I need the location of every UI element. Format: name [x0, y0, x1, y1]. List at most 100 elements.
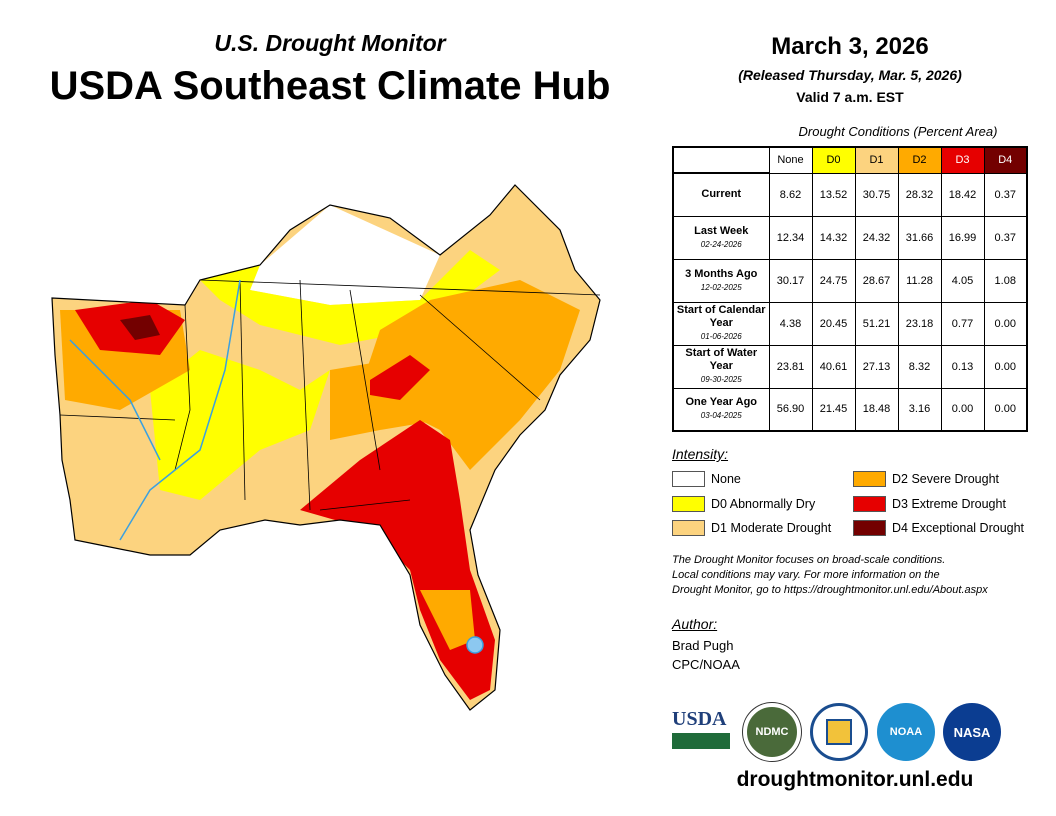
row-label-text: Start of Calendar Year [676, 304, 766, 329]
table-caption: Drought Conditions (Percent Area) [798, 124, 998, 139]
legend-none: None [672, 471, 741, 487]
cell-value: 12.34 [768, 215, 813, 260]
cell-value: 0.00 [940, 387, 985, 432]
col-d3: D3 [940, 146, 985, 174]
commerce-seal-icon [810, 703, 868, 761]
cell-value: 8.62 [768, 172, 813, 217]
note-line: Drought Monitor, go to https://droughtmo… [672, 584, 988, 596]
region-outline [51, 184, 601, 711]
swatch [672, 471, 705, 487]
nasa-logo: NASA [943, 703, 1001, 761]
map-date: March 3, 2026 [771, 33, 929, 60]
cell-value: 28.32 [897, 172, 942, 217]
cell-value: 23.18 [897, 301, 942, 346]
cell-value: 18.42 [940, 172, 985, 217]
d2-area [420, 590, 475, 650]
author-heading: Author: [672, 616, 718, 632]
table-row: Current 8.62 13.52 30.75 28.32 18.42 0.37 [672, 172, 1028, 217]
row-label-text: Start of Water Year [685, 347, 758, 372]
row-date: 12-02-2025 [700, 282, 742, 292]
swatch [672, 496, 705, 512]
rivers [69, 279, 484, 654]
swatch [853, 496, 886, 512]
cell-value: 24.75 [811, 258, 856, 303]
col-d4: D4 [983, 146, 1028, 174]
seal-shield [826, 719, 852, 745]
cell-value: 56.90 [768, 387, 813, 432]
cell-value: 4.38 [768, 301, 813, 346]
none-area [250, 205, 440, 305]
row-date: 03-04-2025 [700, 411, 742, 421]
website-link[interactable]: droughtmonitor.unl.edu [736, 768, 974, 791]
col-d0: D0 [811, 146, 856, 174]
cell-value: 31.66 [897, 215, 942, 260]
legend-heading: Intensity: [672, 446, 729, 462]
cell-value: 14.32 [811, 215, 856, 260]
cell-value: 40.61 [811, 344, 856, 389]
legend-label: D2 Severe Drought [892, 472, 1000, 486]
row-label-text: 3 Months Ago [685, 267, 758, 280]
row-label: Start of Water Year 09-30-2025 [672, 344, 770, 389]
cell-value: 20.45 [811, 301, 856, 346]
swatch [672, 520, 705, 536]
cell-value: 16.99 [940, 215, 985, 260]
swatch [853, 471, 886, 487]
cell-value: 0.00 [983, 344, 1028, 389]
cell-value: 3.16 [897, 387, 942, 432]
table-corner [673, 147, 769, 174]
legend-label: D4 Exceptional Drought [892, 521, 1025, 535]
row-label-text: Current [701, 188, 742, 201]
disclaimer-note: The Drought Monitor focuses on broad-sca… [672, 553, 1052, 598]
usda-logo: USDA [672, 708, 730, 753]
cell-value: 0.37 [983, 215, 1028, 260]
cell-value: 1.08 [983, 258, 1028, 303]
table-row: Last Week 02-24-2026 12.34 14.32 24.32 31.66 1… [672, 215, 1028, 260]
cell-value: 0.13 [940, 344, 985, 389]
usda-logo-band [672, 733, 730, 749]
row-date: 01-06-2026 [700, 332, 742, 341]
cell-value: 30.75 [854, 172, 899, 217]
subtitle: U.S. Drought Monitor [214, 30, 446, 56]
table-row: One Year Ago 03-04-2025 56.90 21.45 18.48 3.1… [672, 387, 1028, 432]
cell-value: 0.00 [983, 301, 1028, 346]
row-label: Start of Calendar Year 01-06-2026 [672, 301, 770, 346]
legend-label: None [711, 472, 741, 486]
cell-value: 4.05 [940, 258, 985, 303]
cell-value: 18.48 [854, 387, 899, 432]
d3-area [370, 355, 430, 400]
cell-value: 8.32 [897, 344, 942, 389]
author-name: Brad Pugh [672, 638, 734, 653]
cell-value: 0.77 [940, 301, 985, 346]
col-d1: D1 [854, 146, 899, 174]
cell-value: 27.13 [854, 344, 899, 389]
noaa-logo: NOAA [877, 703, 935, 761]
ndmc-logo: NDMC [743, 703, 801, 761]
legend-label: D1 Moderate Drought [711, 521, 832, 535]
table-row: Start of Calendar Year 01-06-2026 4.38 20.4… [672, 301, 1028, 346]
row-date: 09-30-2025 [700, 375, 742, 384]
legend-d2: D2 Severe Drought [853, 471, 999, 487]
cell-value: 51.21 [854, 301, 899, 346]
drought-conditions-table: None D0 D1 D2 D3 D4 Current 8.62 13.52 30.7… [672, 146, 1028, 432]
cell-value: 13.52 [811, 172, 856, 217]
legend-label: D3 Extreme Drought [892, 497, 1006, 511]
legend-d4: D4 Exceptional Drought [853, 520, 1024, 536]
usda-logo-text: USDA [672, 708, 727, 730]
cell-value: 30.17 [768, 258, 813, 303]
note-line: The Drought Monitor focuses on broad-sca… [672, 554, 946, 566]
cell-value: 21.45 [811, 387, 856, 432]
state-borders [59, 279, 601, 511]
release-date: (Released Thursday, Mar. 5, 2026) [738, 67, 962, 83]
row-label-text: Last Week [694, 224, 749, 237]
cell-value: 28.67 [854, 258, 899, 303]
cell-value: 11.28 [897, 258, 942, 303]
row-date: 02-24-2026 [700, 239, 742, 249]
cell-value: 0.00 [983, 387, 1028, 432]
row-label: One Year Ago 03-04-2025 [672, 387, 770, 432]
row-label-text: One Year Ago [685, 396, 758, 409]
d4-area [120, 315, 160, 340]
legend-d1: D1 Moderate Drought [672, 520, 831, 536]
d2-area [360, 280, 580, 470]
cell-value: 0.37 [983, 172, 1028, 217]
legend-d3: D3 Extreme Drought [853, 496, 1006, 512]
